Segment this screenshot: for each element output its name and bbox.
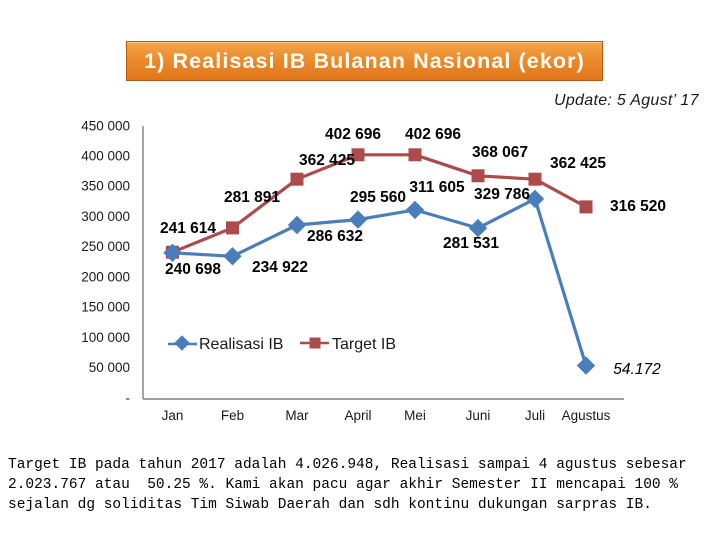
svg-text:Jan: Jan <box>162 408 184 423</box>
svg-text:241 614: 241 614 <box>160 220 216 237</box>
svg-text:100 000: 100 000 <box>81 330 130 345</box>
svg-text:311 605: 311 605 <box>409 179 465 196</box>
svg-text:316 520: 316 520 <box>610 198 666 215</box>
svg-text:200 000: 200 000 <box>81 269 130 284</box>
svg-text:54.172: 54.172 <box>613 361 661 378</box>
svg-text:Feb: Feb <box>221 408 244 423</box>
svg-text:Mei: Mei <box>404 408 426 423</box>
svg-text:300 000: 300 000 <box>81 209 130 224</box>
svg-text:362 425: 362 425 <box>299 152 355 169</box>
svg-text:240 698: 240 698 <box>165 261 221 278</box>
svg-text:250 000: 250 000 <box>81 239 130 254</box>
svg-text:Mar: Mar <box>285 408 309 423</box>
svg-text:450 000: 450 000 <box>81 119 130 134</box>
svg-text:281 531: 281 531 <box>443 235 499 252</box>
svg-text:Realisasi IB: Realisasi IB <box>199 336 283 353</box>
svg-text:400 000: 400 000 <box>81 149 130 164</box>
svg-text:362 425: 362 425 <box>550 155 606 172</box>
svg-text:402 696: 402 696 <box>405 126 461 143</box>
svg-text:295 560: 295 560 <box>350 189 406 206</box>
svg-text:350 000: 350 000 <box>81 179 130 194</box>
svg-text:Juli: Juli <box>525 408 545 423</box>
svg-text:402 696: 402 696 <box>325 126 381 143</box>
svg-text:April: April <box>344 408 371 423</box>
svg-text:368 067: 368 067 <box>472 144 528 161</box>
svg-text:281 891: 281 891 <box>224 189 280 206</box>
svg-text:Agustus: Agustus <box>562 408 611 423</box>
svg-text:-: - <box>126 390 131 405</box>
svg-text:Target IB: Target IB <box>332 336 396 353</box>
svg-text:Juni: Juni <box>466 408 491 423</box>
svg-text:50 000: 50 000 <box>89 360 130 375</box>
svg-text:234 922: 234 922 <box>252 259 308 276</box>
svg-text:150 000: 150 000 <box>81 300 130 315</box>
svg-text:329 786: 329 786 <box>474 186 530 203</box>
svg-text:286 632: 286 632 <box>307 228 363 245</box>
